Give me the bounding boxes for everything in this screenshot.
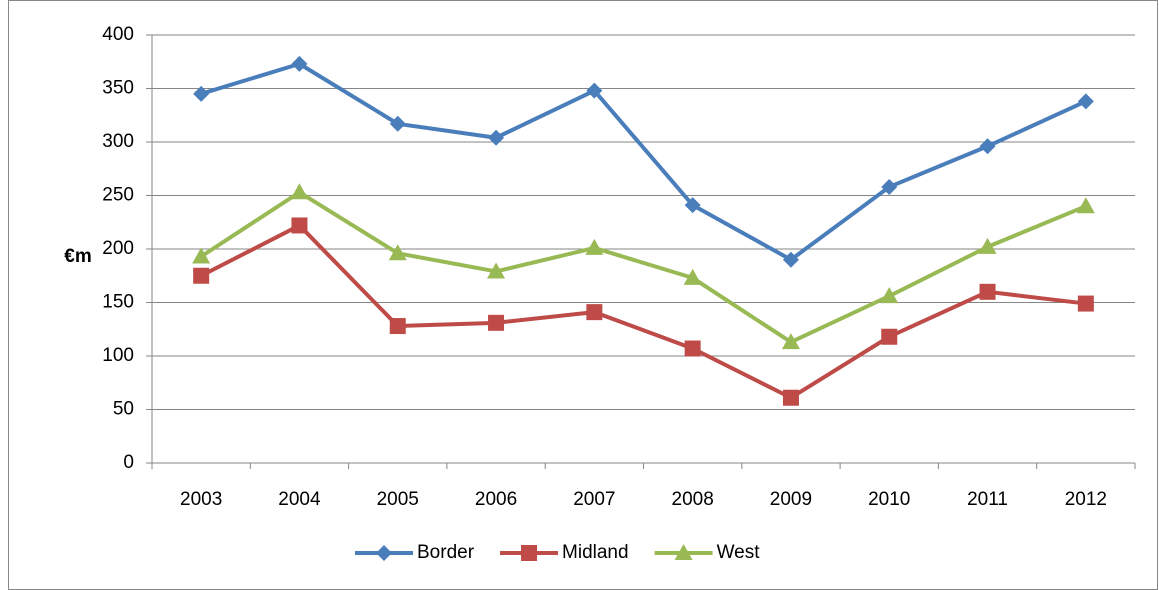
y-tick-label: 350 [102,78,134,99]
x-tick-label: 2007 [573,489,615,510]
y-tick-label: 0 [123,452,134,473]
x-tick-label: 2004 [278,489,321,510]
x-tick-label: 2006 [475,489,517,510]
x-tick-label: 2010 [868,489,910,510]
y-tick-label: 50 [113,399,134,420]
series-line [200,190,1087,345]
marker [880,287,899,304]
legend-label: Border [417,542,475,563]
marker [488,129,505,146]
legend-marker [674,544,693,560]
x-tick-label: 2003 [180,489,222,510]
marker [782,251,799,268]
x-tick-label: 2009 [770,489,812,510]
marker [1077,295,1094,312]
x-tick-label: 2012 [1065,489,1107,510]
series-line [200,61,1087,262]
marker [388,244,407,261]
legend-label: West [717,542,761,563]
marker [1076,197,1095,214]
marker [979,283,996,300]
marker [782,389,799,406]
marker [684,197,701,214]
y-tick-label: 100 [102,345,134,366]
marker [192,247,211,264]
x-tick-label: 2008 [672,489,714,510]
marker [291,217,308,234]
marker [389,318,406,335]
x-tick-label: 2011 [967,489,1008,510]
marker [979,138,996,155]
marker [488,314,505,331]
legend-marker [521,545,538,561]
marker [585,238,604,255]
y-axis-title: €m [64,246,91,267]
x-tick-label: 2005 [377,489,419,510]
marker [684,340,701,357]
y-tick-label: 250 [102,185,134,206]
marker [683,268,702,285]
series-line [200,223,1087,400]
marker [487,262,506,279]
y-tick-label: 400 [102,24,134,45]
legend-marker [376,545,392,561]
marker [291,55,308,72]
marker [1077,93,1094,110]
marker [290,183,309,200]
marker [389,115,406,132]
y-tick-label: 200 [102,238,134,259]
marker [193,267,210,284]
marker [586,82,603,99]
legend-label: Midland [562,542,629,563]
y-tick-label: 150 [102,292,134,313]
y-tick-label: 300 [102,131,134,152]
marker [978,237,997,254]
marker [586,304,603,321]
marker [781,333,800,350]
marker [193,85,210,102]
marker [881,328,898,345]
marker [881,178,898,195]
